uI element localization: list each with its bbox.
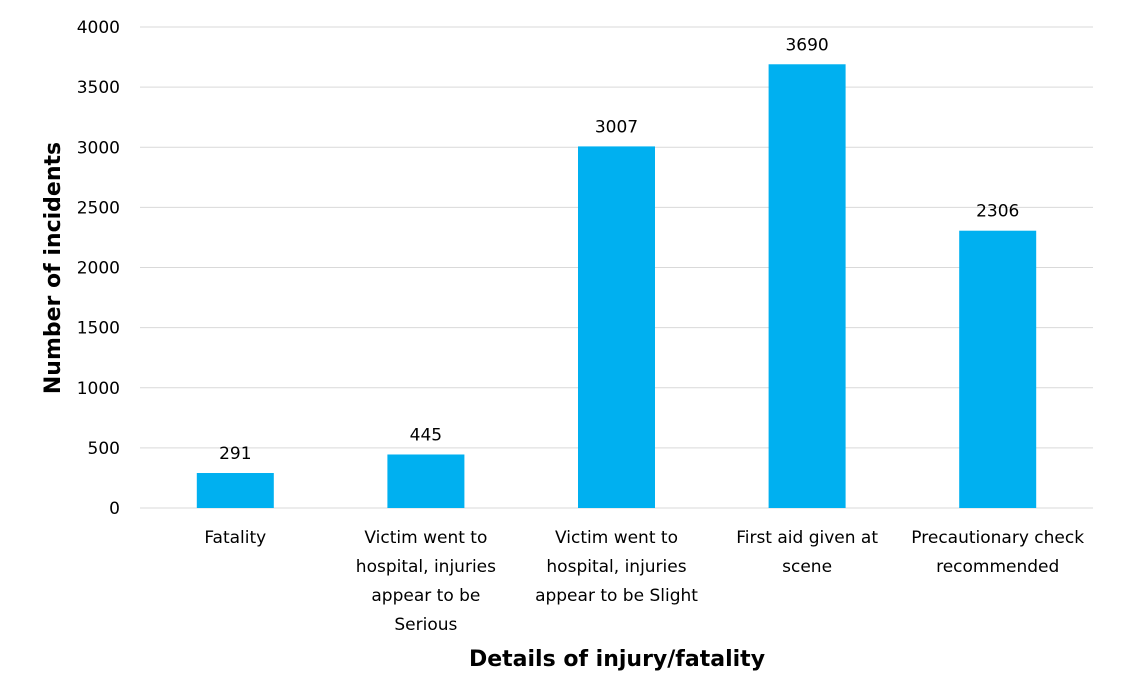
bar	[578, 146, 655, 508]
y-axis-title: Number of incidents	[41, 142, 66, 394]
bar	[196, 473, 274, 508]
x-category-label: Fatality	[204, 528, 266, 548]
y-tick-label: 4000	[77, 18, 120, 38]
data-label: 3690	[785, 35, 828, 55]
y-tick-label: 3500	[77, 78, 120, 98]
y-axis-ticks: 0 500 1000 1500 2000 2500 3000 3500 4000	[77, 18, 120, 519]
bar	[959, 230, 1037, 509]
y-tick-label: 500	[88, 439, 120, 459]
bar	[768, 64, 846, 508]
x-category-label: Precautionary check recommended	[911, 528, 1084, 577]
data-label: 2306	[976, 202, 1019, 222]
data-label: 445	[410, 425, 442, 445]
x-axis-categories: Fatality Victim went to hospital, injuries…	[204, 528, 1084, 635]
data-labels: 291 445 3007 3690 2306	[219, 35, 1019, 464]
y-tick-label: 2500	[77, 198, 120, 218]
data-label: 3007	[595, 117, 638, 137]
y-tick-label: 1000	[77, 379, 120, 399]
y-tick-label: 2000	[77, 259, 120, 279]
bar	[387, 454, 465, 508]
y-tick-label: 3000	[77, 138, 120, 158]
bars	[196, 64, 1037, 509]
x-category-label: Victim went to hospital, injuries appear t…	[535, 528, 698, 606]
data-label: 291	[219, 444, 251, 464]
x-axis-title: Details of injury/fatality	[469, 647, 765, 672]
x-category-label: First aid given at scene	[736, 528, 878, 577]
x-category-label: Victim went to hospital, injuries appear t…	[356, 528, 496, 635]
y-tick-label: 1500	[77, 319, 120, 339]
y-tick-label: 0	[109, 499, 120, 519]
